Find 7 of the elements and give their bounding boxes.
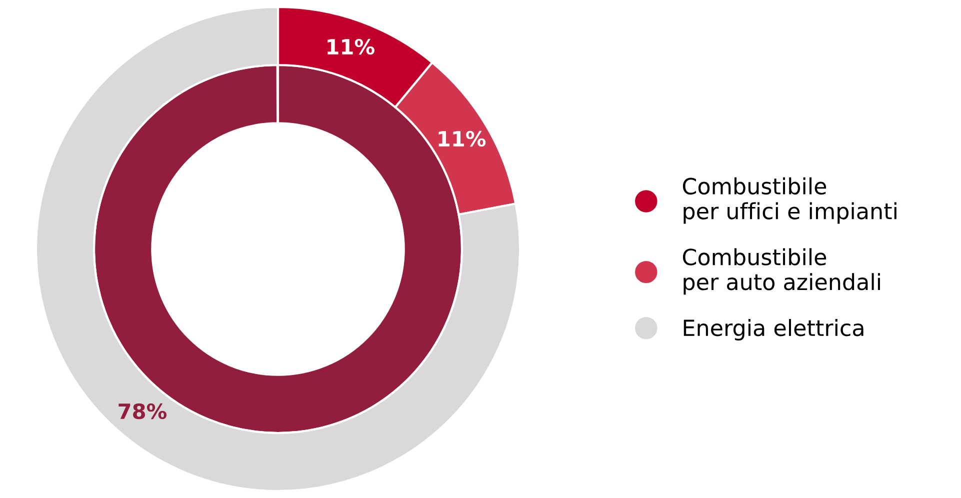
- legend-label: Combustibile per auto aziendali: [682, 248, 880, 295]
- data-label: 11%: [438, 130, 486, 147]
- data-label: 11%: [328, 38, 374, 55]
- data-label: 78%: [118, 403, 166, 420]
- legend-label: Combustibile per uffici e impianti: [682, 177, 896, 224]
- donut-slice: [34, 6, 522, 492]
- legend-label: Energia elettrica: [684, 319, 864, 341]
